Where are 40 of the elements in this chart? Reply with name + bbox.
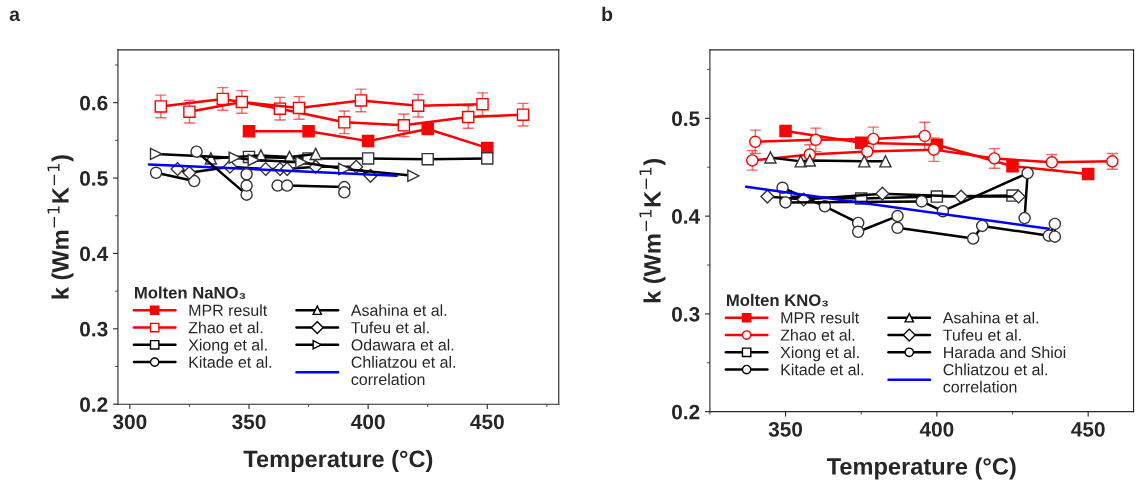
legend-label: Xiong et al.: [188, 338, 267, 354]
legend-label: Odawara et al.: [351, 338, 454, 351]
y-tick-label: 0.5: [672, 111, 700, 127]
legend-title: Molten NaNO₃: [135, 286, 246, 300]
legend-label: Zhao et al.: [780, 329, 855, 341]
y-tick-label: 0.5: [80, 171, 108, 186]
y-axis-title: k (Wm$^{−1}$K$^{−1}$): [639, 158, 666, 303]
legend-label: Asahina et al.: [350, 304, 447, 316]
x-tick-label: 450: [1071, 421, 1105, 437]
x-tick-label: 450: [470, 414, 504, 430]
legend-label: Kitade et al.: [189, 356, 272, 368]
y-tick-label: 0.4: [672, 209, 701, 224]
legend-label: Harada and Shioi: [944, 346, 1066, 359]
legend-label: Tufeu et al.: [351, 321, 429, 334]
y-tick-label: 0.6: [80, 95, 108, 111]
text: b: [602, 6, 613, 22]
x-tick-label: 300: [112, 414, 147, 430]
y-tick-label: 0.4: [80, 246, 109, 262]
legend-label: Xiong et al.: [780, 346, 859, 362]
legend-title: Molten KNO₃: [726, 293, 828, 307]
legend-label: Chliatzou et al. correlation: [943, 363, 1047, 393]
y-tick-label: 0.3: [80, 321, 108, 337]
text: a: [9, 10, 21, 22]
x-tick-label: 400: [351, 414, 385, 430]
y-tick-label: 0.2: [672, 404, 700, 420]
x-axis-title: Temperature (°C): [826, 457, 1016, 480]
legend-label: Asahina et al.: [942, 311, 1039, 324]
x-axis-title: Temperature (°C): [243, 450, 433, 473]
legend-label: Zhao et al.: [188, 321, 263, 334]
legend-label: MPR result: [189, 304, 268, 316]
legend-label: MPR result: [781, 311, 860, 324]
x-tick-label: 400: [919, 421, 954, 437]
legend-label: Chliatzou et al. correlation: [351, 356, 456, 386]
y-tick-label: 0.3: [672, 306, 700, 322]
legend-label: Tufeu et al.: [943, 329, 1021, 341]
x-tick-label: 350: [768, 421, 803, 437]
y-tick-label: 0.2: [80, 397, 108, 412]
x-tick-label: 350: [232, 414, 266, 430]
y-axis-title: k (Wm$^{−1}$K$^{−1}$): [47, 155, 74, 299]
legend-label: Kitade et al.: [781, 363, 864, 376]
